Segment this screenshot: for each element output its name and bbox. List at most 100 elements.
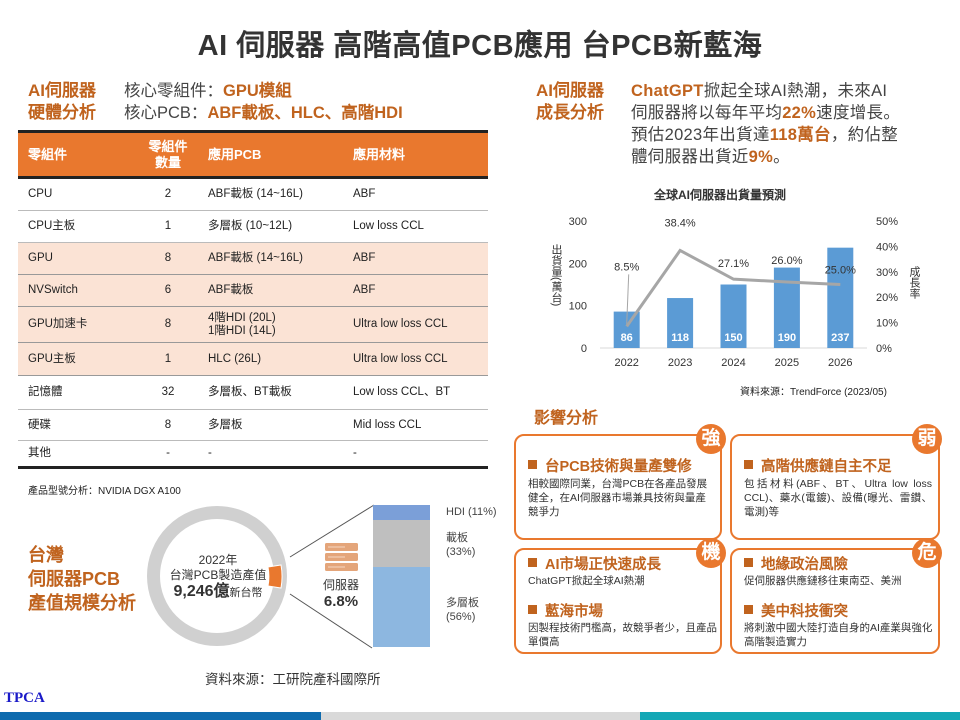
cell-qty: - bbox=[138, 440, 198, 469]
zoom-line-bottom bbox=[289, 593, 373, 649]
bar-value-label: 86 bbox=[621, 332, 633, 344]
components-table: 零組件 零組件 數量 應用PCB 應用材料 CPU 2 ABF載板 (14~16L) A… bbox=[18, 130, 488, 469]
threat-badge: 危 bbox=[912, 538, 942, 568]
cell-material: ABF bbox=[343, 242, 488, 275]
opportunity-text-1: ChatGPT掀起全球AI熱潮 bbox=[528, 575, 645, 587]
stack-label-multilayer: 多層板 (56%) bbox=[446, 597, 479, 623]
core-pcb-label: 核心PCB： bbox=[124, 104, 208, 122]
cell-pcb-line1: ABF載板 bbox=[208, 284, 254, 296]
stack-label-carrier: 載板 (33%) bbox=[446, 532, 476, 558]
opportunity-text-2: 因製程技術門檻高，故競爭者少，且產品單價高 bbox=[528, 622, 717, 648]
y2-tick-label: 50% bbox=[876, 216, 898, 228]
threat-box: 地緣政治風險 促伺服器供應鏈移往東南亞、美洲 美中科技衝突 將刺激中國大陸打造自… bbox=[730, 548, 940, 654]
cell-pcb-line1: - bbox=[208, 447, 212, 459]
cell-part: 記憶體 bbox=[18, 375, 138, 410]
threat-heading-2: 美中科技衝突 bbox=[744, 603, 848, 621]
x-tick-label: 2026 bbox=[828, 357, 852, 369]
stack-label-hdi: HDI (11%) bbox=[446, 506, 497, 518]
y2-tick-label: 10% bbox=[876, 318, 898, 330]
cell-qty: 8 bbox=[138, 242, 198, 275]
growth-summary: ChatGPT掀起全球AI熱潮，未來AI 伺服器將以每年平均22%速度增長。 預… bbox=[631, 80, 941, 168]
x-tick-label: 2023 bbox=[668, 357, 692, 369]
cell-qty: 32 bbox=[138, 375, 198, 410]
cell-pcb-line1: ABF載板 (14~16L) bbox=[208, 252, 303, 264]
growth-y2-axis-label: 成長率 bbox=[908, 266, 920, 299]
core-pcb-value: ABF載板、HLC、高階HDI bbox=[207, 104, 403, 122]
growth-line2-suffix: 速度增長。 bbox=[816, 104, 901, 122]
cell-qty: 1 bbox=[138, 210, 198, 243]
growth-line4-suffix: 。 bbox=[773, 148, 790, 166]
taiwan-label-line2: 伺服器PCB bbox=[28, 569, 121, 589]
cell-part: 硬碟 bbox=[18, 409, 138, 441]
shipment-bar bbox=[720, 284, 747, 348]
cell-pcb: 多層板、BT載板 bbox=[198, 375, 343, 410]
stack-multilayer-name: 多層板 bbox=[446, 597, 479, 609]
header-material: 應用材料 bbox=[343, 130, 488, 179]
weakness-text: 包括材料(ABF、BT、Ultra low loss CCL)、藥水(電鍍)、設… bbox=[744, 478, 932, 518]
table-row: 其他 - - - bbox=[18, 440, 488, 469]
donut-desc: 台灣PCB製造產值 bbox=[169, 568, 267, 582]
table-row: 硬碟 8 多層板 Mid loss CCL bbox=[18, 409, 488, 441]
x-tick-label: 2025 bbox=[775, 357, 799, 369]
cell-material: - bbox=[343, 440, 488, 469]
growth-line2-prefix: 伺服器將以每年平均 bbox=[631, 104, 783, 122]
growth-label-line2: 成長分析 bbox=[536, 103, 604, 122]
bar-value-label: 237 bbox=[831, 332, 849, 344]
threat-heading-1-text: 地緣政治風險 bbox=[761, 557, 848, 573]
donut-year: 2022年 bbox=[198, 553, 238, 567]
growth-shipment: 118萬台 bbox=[769, 126, 831, 144]
opportunity-heading-2: 藍海市場 bbox=[528, 603, 603, 621]
taiwan-source: 資料來源：工研院產科國際所 bbox=[205, 672, 381, 687]
cell-pcb: - bbox=[198, 440, 343, 469]
table-row: NVSwitch 6 ABF載板 ABF bbox=[18, 274, 488, 307]
y-tick-label: 100 bbox=[569, 301, 587, 313]
weakness-heading-text: 高階供應鏈自主不足 bbox=[761, 459, 892, 475]
cell-material: Low loss CCL bbox=[343, 210, 488, 243]
server-icon bbox=[325, 543, 358, 571]
bullet-square-icon bbox=[744, 460, 753, 469]
opportunity-badge: 機 bbox=[696, 538, 726, 568]
server-share-value: 6.8% bbox=[323, 593, 359, 610]
donut-value: 9,246億 bbox=[173, 583, 230, 600]
bar-value-label: 118 bbox=[671, 332, 689, 344]
bullet-square-icon bbox=[528, 460, 537, 469]
table-row: CPU主板 1 多層板 (10~12L) Low loss CCL bbox=[18, 210, 488, 243]
cell-qty: 8 bbox=[138, 409, 198, 441]
cell-pcb: ABF載板 (14~16L) bbox=[198, 242, 343, 275]
y2-tick-label: 30% bbox=[876, 267, 898, 279]
weakness-badge: 弱 bbox=[912, 424, 942, 454]
growth-line1: 掀起全球AI熱潮，未來AI bbox=[703, 82, 888, 100]
bullet-square-icon bbox=[528, 605, 537, 614]
growth-rate-label: 25.0% bbox=[825, 265, 856, 277]
y2-tick-label: 40% bbox=[876, 241, 898, 253]
cell-qty: 2 bbox=[138, 177, 198, 211]
cell-pcb-line1: 多層板 (10~12L) bbox=[208, 220, 293, 232]
strength-heading: 台PCB技術與量產雙修 bbox=[528, 458, 692, 476]
x-tick-label: 2024 bbox=[721, 357, 745, 369]
shipment-bar bbox=[667, 298, 694, 348]
bullet-square-icon bbox=[528, 558, 537, 567]
footer-bar-blue bbox=[0, 712, 321, 720]
header-pcb: 應用PCB bbox=[198, 130, 343, 179]
donut-center-label: 2022年 台灣PCB製造產值 9,246億新台幣 bbox=[160, 553, 276, 601]
cell-part: GPU主板 bbox=[18, 342, 138, 376]
strength-badge: 強 bbox=[696, 424, 726, 454]
opportunity-heading-1: AI市場正快速成長 bbox=[528, 556, 661, 574]
header-qty-line1: 零組件 bbox=[148, 138, 188, 154]
y-tick-label: 0 bbox=[581, 343, 587, 355]
weakness-box: 高階供應鏈自主不足 包括材料(ABF、BT、Ultra low loss CCL… bbox=[730, 434, 940, 540]
threat-heading-2-text: 美中科技衝突 bbox=[761, 604, 848, 620]
growth-section-label: AI伺服器 成長分析 bbox=[536, 80, 604, 124]
bar-value-label: 150 bbox=[724, 332, 742, 344]
cell-material: ABF bbox=[343, 274, 488, 307]
server-share-label: 伺服器 bbox=[322, 578, 359, 592]
hardware-label-line2: 硬體分析 bbox=[28, 103, 96, 122]
page-title: AI 伺服器 高階高值PCB應用 台PCB新藍海 bbox=[197, 30, 763, 62]
donut-server-segment bbox=[267, 564, 283, 589]
shipment-chart-title: 全球AI伺服器出貨量預測 bbox=[653, 188, 786, 202]
threat-heading-1: 地緣政治風險 bbox=[744, 556, 848, 574]
growth-rate-label: 8.5% bbox=[614, 261, 639, 273]
growth-line4-prefix: 體伺服器出貨近 bbox=[631, 148, 749, 166]
cell-pcb: ABF載板 bbox=[198, 274, 343, 307]
cell-qty: 1 bbox=[138, 342, 198, 376]
